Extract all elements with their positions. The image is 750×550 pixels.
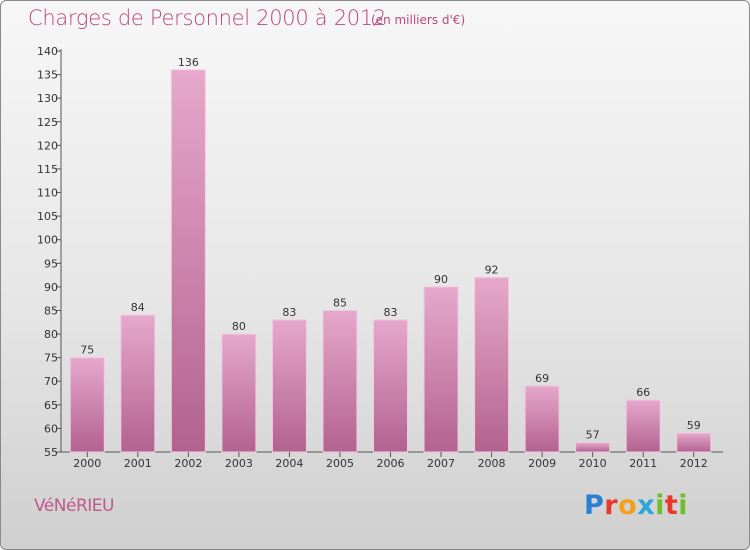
y-tick-label: 135: [37, 69, 58, 82]
bar[interactable]: [170, 69, 206, 453]
logo-letter: x: [637, 490, 656, 521]
bar[interactable]: [625, 399, 661, 453]
bar-value-label: 92: [485, 263, 499, 276]
y-tick-label: 60: [44, 422, 58, 435]
bar-value-label: 66: [636, 386, 650, 399]
logo-letter: t: [664, 490, 679, 521]
bar-value-label: 90: [434, 273, 448, 286]
y-tick-label: 105: [37, 210, 58, 223]
bar-value-label: 84: [131, 301, 145, 314]
y-tick-label: 100: [37, 234, 58, 247]
logo-letter: r: [604, 490, 619, 521]
bar[interactable]: [69, 357, 105, 453]
logo-letter: i: [655, 490, 665, 521]
bar-value-label: 80: [232, 320, 246, 333]
proxiti-logo[interactable]: Proxiti: [584, 490, 688, 521]
logo-letter: i: [678, 490, 689, 521]
y-tick-label: 140: [37, 45, 58, 58]
y-tick-label: 115: [37, 163, 58, 176]
logo-letter: o: [618, 490, 638, 521]
bar[interactable]: [676, 432, 712, 453]
bar[interactable]: [575, 442, 611, 453]
bar[interactable]: [322, 309, 358, 453]
y-tick-label: 80: [44, 328, 58, 341]
bar-value-label: 136: [178, 56, 199, 69]
bar[interactable]: [474, 276, 510, 453]
x-tick-label: 2000: [73, 457, 101, 470]
bar[interactable]: [120, 314, 156, 453]
bar-value-label: 85: [333, 296, 347, 309]
chart-subtitle: (en milliers d'€): [371, 13, 466, 27]
bar[interactable]: [221, 333, 257, 453]
logo-letter: P: [584, 490, 605, 521]
y-tick-label: 120: [37, 139, 58, 152]
x-tick-label: 2004: [275, 457, 303, 470]
x-tick-label: 2007: [427, 457, 455, 470]
bar-value-label: 75: [80, 344, 94, 357]
x-tick-label: 2005: [326, 457, 354, 470]
y-tick-label: 85: [44, 304, 58, 317]
commune-name: VéNéRIEU: [34, 496, 114, 516]
y-tick-label: 55: [44, 446, 58, 459]
bar[interactable]: [423, 286, 459, 453]
bar-value-label: 83: [282, 306, 296, 319]
x-tick-label: 2001: [124, 457, 152, 470]
x-tick-label: 2012: [680, 457, 708, 470]
x-tick-label: 2010: [579, 457, 607, 470]
bar[interactable]: [524, 385, 560, 453]
bar[interactable]: [271, 319, 307, 453]
y-tick-label: 110: [37, 187, 58, 200]
x-tick-label: 2008: [478, 457, 506, 470]
x-tick-label: 2011: [629, 457, 657, 470]
bar[interactable]: [373, 319, 408, 453]
bar-value-label: 83: [384, 306, 398, 319]
y-tick-label: 95: [44, 257, 58, 270]
x-tick-label: 2002: [174, 457, 202, 470]
y-tick-label: 90: [44, 281, 58, 294]
chart-title: Charges de Personnel 2000 à 2012: [28, 6, 386, 30]
y-tick-label: 125: [37, 116, 58, 129]
bar-value-label: 57: [586, 429, 600, 442]
x-tick-label: 2009: [528, 457, 556, 470]
y-tick-label: 75: [44, 352, 58, 365]
y-tick-label: 70: [44, 375, 58, 388]
y-tick-label: 65: [44, 399, 58, 412]
bar-value-label: 59: [687, 419, 701, 432]
y-tick-label: 130: [37, 92, 58, 105]
x-tick-label: 2006: [377, 457, 405, 470]
x-tick-label: 2003: [225, 457, 253, 470]
bar-value-label: 69: [535, 372, 549, 385]
